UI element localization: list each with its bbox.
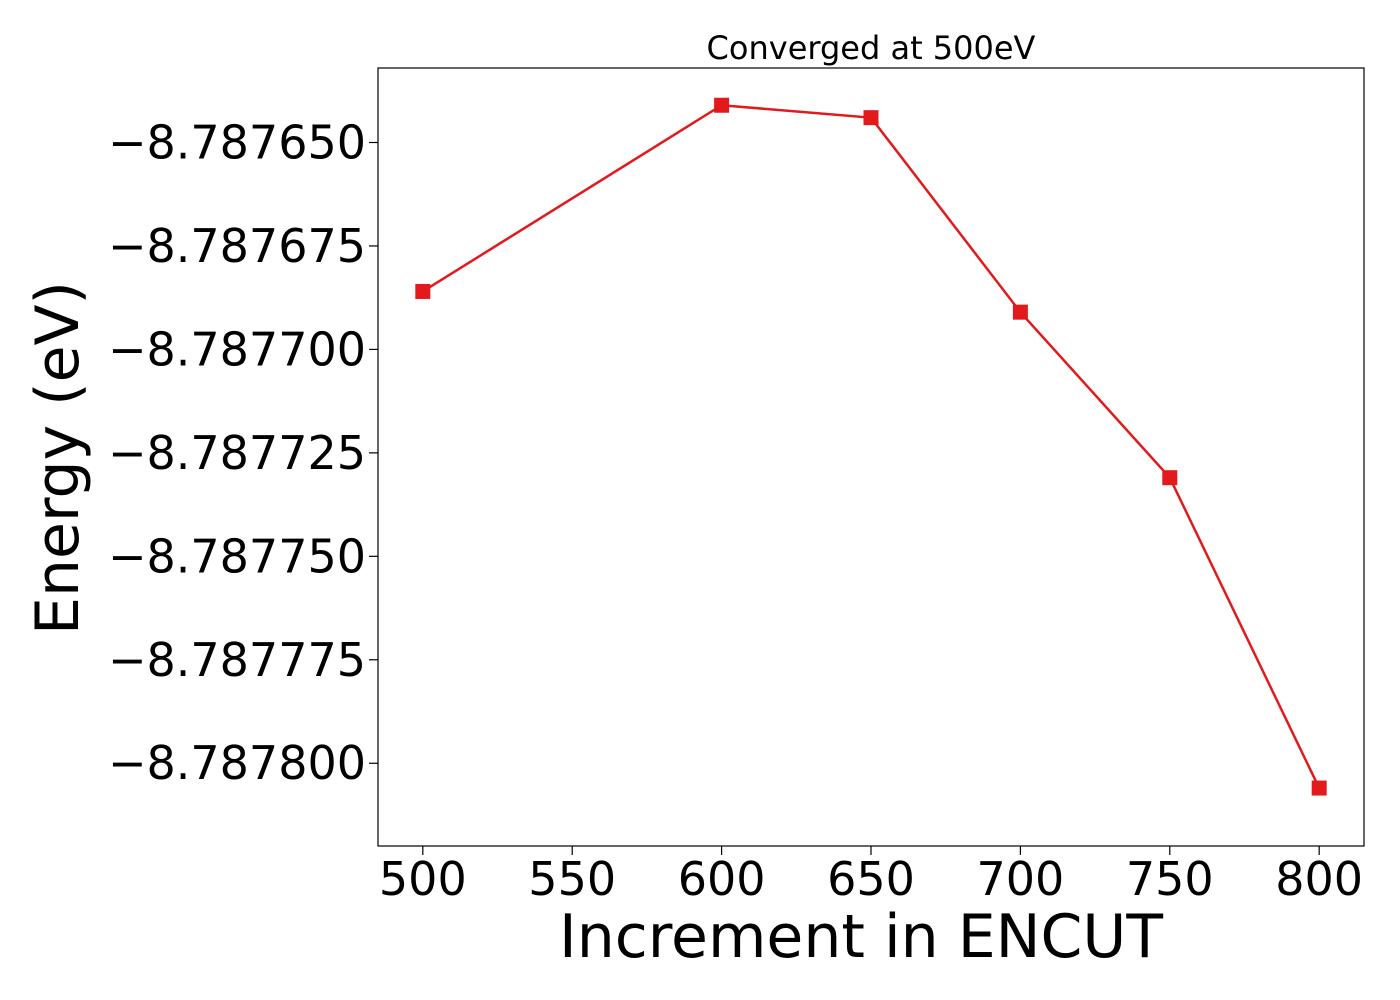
y-tick-label: −8.787650 xyxy=(108,115,366,169)
y-tick-label: −8.787775 xyxy=(108,633,366,687)
y-axis-ticks: −8.787650 −8.787675 −8.787700 −8.787725 −8.7… xyxy=(108,115,378,790)
data-series xyxy=(415,97,1327,796)
x-axis-ticks: 500 550 600 650 700 750 800 xyxy=(379,846,1363,906)
y-tick-label: −8.787800 xyxy=(108,736,366,790)
y-tick-label: −8.787675 xyxy=(108,219,366,273)
x-axis-label: Increment in ENCUT xyxy=(559,902,1163,972)
x-tick-label: 750 xyxy=(1126,852,1214,906)
data-point-marker xyxy=(1012,304,1028,320)
y-tick-label: −8.787700 xyxy=(108,322,366,376)
y-tick-label: −8.787750 xyxy=(108,529,366,583)
data-point-marker xyxy=(1311,780,1327,796)
x-tick-label: 550 xyxy=(528,852,616,906)
x-tick-label: 800 xyxy=(1275,852,1363,906)
data-point-marker xyxy=(863,110,879,126)
chart-title: Converged at 500eV xyxy=(707,29,1036,67)
x-tick-label: 500 xyxy=(379,852,467,906)
data-point-marker xyxy=(415,283,431,299)
y-tick-label: −8.787725 xyxy=(108,426,366,480)
data-point-marker xyxy=(714,97,730,113)
x-tick-label: 700 xyxy=(976,852,1064,906)
x-tick-label: 600 xyxy=(678,852,766,906)
plot-frame xyxy=(377,67,1365,847)
x-tick-label: 650 xyxy=(827,852,915,906)
series-line xyxy=(422,103,1321,789)
y-axis-label: Energy (eV) xyxy=(23,281,93,635)
data-point-marker xyxy=(1162,470,1178,486)
